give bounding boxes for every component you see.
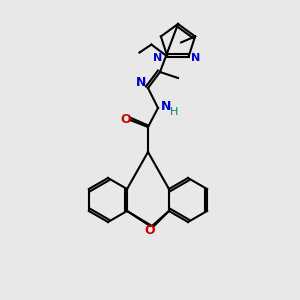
Text: O: O	[144, 224, 154, 237]
Text: N: N	[136, 76, 146, 89]
Text: N: N	[190, 52, 200, 63]
Text: O: O	[120, 113, 130, 126]
Text: N: N	[161, 100, 171, 113]
Text: H: H	[170, 107, 178, 117]
Text: N: N	[153, 52, 163, 63]
